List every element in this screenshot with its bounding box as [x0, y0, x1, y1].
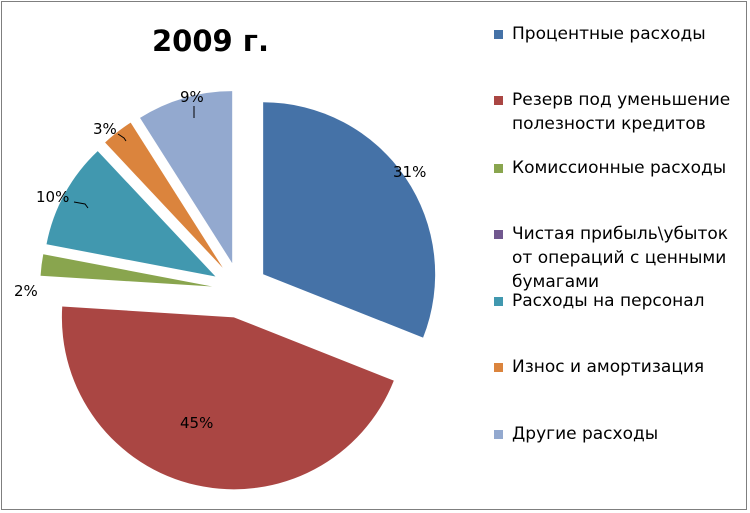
pie-slice: [263, 102, 436, 338]
legend-label: Чистая прибыль\убыток от операций с ценн…: [512, 224, 729, 292]
legend-swatch: [494, 297, 503, 306]
pie-slice: [40, 254, 213, 287]
data-label: 9%: [180, 88, 204, 106]
legend-swatch: [494, 96, 503, 105]
data-label: 3%: [93, 120, 117, 138]
legend-swatch: [494, 230, 503, 239]
legend-label: Другие расходы: [512, 424, 659, 444]
pie-slice: [46, 151, 216, 277]
legend-label: Износ и амортизация: [512, 357, 705, 377]
legend-swatch: [494, 164, 503, 173]
leader-line: [117, 133, 127, 142]
legend-swatch: [494, 30, 503, 39]
data-label: 31%: [393, 163, 426, 181]
pie-slice: [61, 306, 394, 490]
legend-label: Комиссионные расходы: [512, 158, 727, 178]
legend-swatch: [494, 363, 503, 372]
data-label: 2%: [14, 282, 38, 300]
legend-swatch: [494, 430, 503, 439]
pie-slice: [140, 91, 233, 264]
leader-line: [73, 201, 89, 209]
chart-title: 2009 г.: [152, 24, 269, 58]
data-label: 10%: [36, 188, 69, 206]
legend-label: Резерв под уменьшение полезности кредито…: [512, 90, 731, 134]
data-label: 45%: [180, 414, 213, 432]
legend-label: Процентные расходы: [512, 24, 706, 44]
pie-slice: [105, 122, 223, 268]
legend-label: Расходы на персонал: [512, 291, 705, 311]
